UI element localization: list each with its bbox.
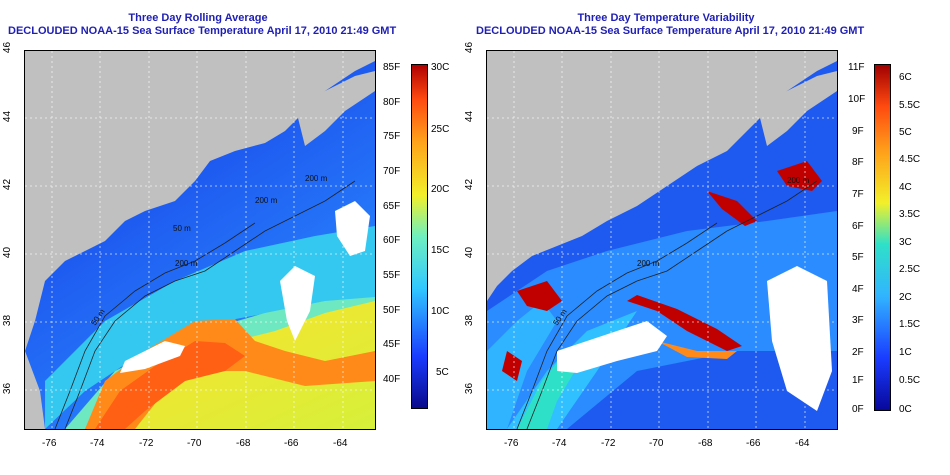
left-isobath-label-5: 50 m <box>173 224 191 233</box>
right-lat-44: 44 <box>464 110 476 123</box>
left-lon-64: -64 <box>333 438 348 449</box>
left-cb-c-20: 20C <box>431 184 450 195</box>
right-cb-f-1: 1F <box>852 375 864 386</box>
left-cb-f-50: 50F <box>383 305 401 316</box>
left-lon-74: -74 <box>90 438 105 449</box>
right-colorbar <box>874 64 891 411</box>
right-cb-c-4: 4C <box>899 182 912 193</box>
left-lat-44: 44 <box>2 110 14 123</box>
left-colorbar <box>411 64 428 409</box>
left-lon-70: -70 <box>187 438 202 449</box>
left-cb-f-55: 55F <box>383 270 401 281</box>
left-cb-f-60: 60F <box>383 235 401 246</box>
right-cb-c-1-5: 1.5C <box>899 319 921 330</box>
right-cb-f-2: 2F <box>852 347 864 358</box>
right-lon-74: -74 <box>552 438 567 449</box>
left-colorbar-gradient <box>412 65 427 408</box>
right-variability-map-graphic: 200 m 200 m 50 m <box>487 51 837 429</box>
right-lon-76: -76 <box>504 438 519 449</box>
right-cb-c-5: 5C <box>899 127 912 138</box>
right-cb-f-8: 8F <box>852 157 864 168</box>
right-cb-c-2: 2C <box>899 292 912 303</box>
right-map-title: Three Day Temperature Variability <box>577 12 755 24</box>
right-lon-66: -66 <box>746 438 761 449</box>
right-cb-f-7: 7F <box>852 189 864 200</box>
right-cb-c-2-5: 2.5C <box>899 264 921 275</box>
right-lat-38: 38 <box>464 314 476 327</box>
left-lon-68: -68 <box>236 438 251 449</box>
right-colorbar-gradient <box>875 65 890 410</box>
left-cb-f-45: 45F <box>383 339 401 350</box>
left-isobath-label-3: 200 m <box>175 259 198 268</box>
left-cb-c-25: 25C <box>431 124 450 135</box>
right-variability-map: 200 m 200 m 50 m <box>486 50 838 430</box>
right-cb-c-5-5: 5.5C <box>899 100 921 111</box>
left-lat-38: 38 <box>2 314 14 327</box>
left-sst-map: 200 m 200 m 200 m 50 m 50 m <box>24 50 376 430</box>
left-cb-c-30: 30C <box>431 62 450 73</box>
right-lat-42: 42 <box>464 178 476 191</box>
left-map-subtitle: DECLOUDED NOAA-15 Sea Surface Temperatur… <box>8 25 397 37</box>
left-lon-76: -76 <box>42 438 57 449</box>
left-lat-46: 46 <box>2 41 14 54</box>
left-lat-36: 36 <box>2 382 14 395</box>
right-cb-f-10: 10F <box>848 94 866 105</box>
left-isobath-label-2: 200 m <box>255 196 278 205</box>
left-lon-66: -66 <box>284 438 299 449</box>
right-cb-c-1: 1C <box>899 347 912 358</box>
right-lon-72: -72 <box>601 438 616 449</box>
left-cb-c-10: 10C <box>431 306 450 317</box>
right-cb-c-3-5: 3.5C <box>899 209 921 220</box>
right-lon-64: -64 <box>795 438 810 449</box>
left-cb-f-85: 85F <box>383 62 401 73</box>
right-cb-f-0: 0F <box>852 404 864 415</box>
left-lat-42: 42 <box>2 178 14 191</box>
right-cb-f-11: 11F <box>848 62 865 73</box>
left-sst-map-graphic: 200 m 200 m 200 m 50 m 50 m <box>25 51 375 429</box>
right-cb-c-3: 3C <box>899 237 912 248</box>
right-lat-46: 46 <box>464 41 476 54</box>
right-cb-f-4: 4F <box>852 284 864 295</box>
right-lat-36: 36 <box>464 382 476 395</box>
right-cb-f-3: 3F <box>852 315 864 326</box>
right-cb-c-0-5: 0.5C <box>899 375 921 386</box>
left-lat-40: 40 <box>2 246 14 259</box>
left-cb-f-40: 40F <box>383 374 401 385</box>
right-isobath-label-2: 200 m <box>637 259 660 268</box>
left-cb-f-70: 70F <box>383 166 401 177</box>
right-cb-f-5: 5F <box>852 252 864 263</box>
left-lon-72: -72 <box>139 438 154 449</box>
right-cb-f-9: 9F <box>852 126 864 137</box>
right-isobath-label-1: 200 m <box>787 176 810 185</box>
right-lat-40: 40 <box>464 246 476 259</box>
right-lon-68: -68 <box>698 438 713 449</box>
right-cb-f-6: 6F <box>852 221 864 232</box>
left-isobath-label-1: 200 m <box>305 174 328 183</box>
left-cb-c-5: 5C <box>436 367 449 378</box>
right-cb-c-4-5: 4.5C <box>899 154 921 165</box>
right-map-subtitle: DECLOUDED NOAA-15 Sea Surface Temperatur… <box>476 25 865 37</box>
left-cb-f-80: 80F <box>383 97 401 108</box>
right-lon-70: -70 <box>649 438 664 449</box>
left-cb-f-65: 65F <box>383 201 401 212</box>
right-cb-c-0: 0C <box>899 404 912 415</box>
right-cb-c-6: 6C <box>899 72 912 83</box>
left-cb-f-75: 75F <box>383 131 401 142</box>
left-cb-c-15: 15C <box>431 245 450 256</box>
left-map-title: Three Day Rolling Average <box>128 12 268 24</box>
